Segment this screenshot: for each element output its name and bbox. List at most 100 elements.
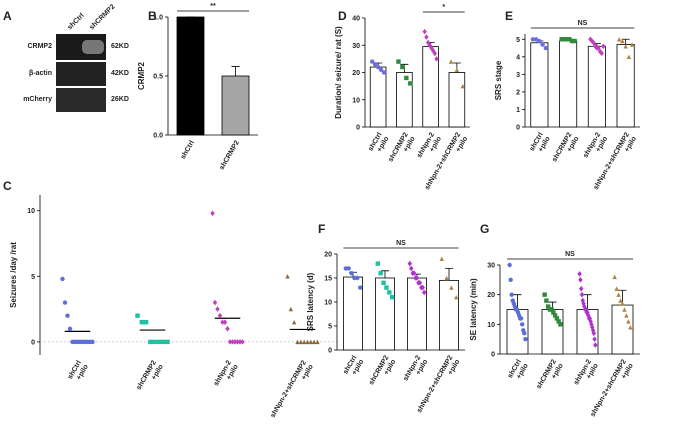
size-label: 42KD	[111, 70, 129, 77]
data-point	[375, 64, 381, 70]
row-label: CRMP2	[27, 43, 52, 50]
y-axis-label: SRS latency (d)	[306, 272, 315, 331]
data-point	[396, 59, 401, 64]
x-tick-label-group: shCRMP2+pilo	[387, 131, 416, 163]
panel-letter: D	[338, 9, 347, 23]
error-bar	[445, 268, 453, 281]
y-axis-label: SE latency (min)	[469, 278, 478, 341]
data-point	[411, 270, 417, 276]
data-point	[599, 50, 604, 57]
data-point	[90, 339, 95, 345]
data-point	[567, 37, 572, 42]
y-axis-label: Seizures /day /rat	[9, 242, 18, 308]
data-point	[407, 260, 412, 267]
data-point	[384, 285, 389, 290]
bar	[611, 304, 634, 355]
data-point	[217, 312, 223, 319]
x-tick-label-group: shCtrl	[180, 139, 196, 160]
data-point	[601, 43, 606, 50]
data-point	[543, 45, 549, 51]
data-point	[67, 326, 73, 331]
bar	[587, 45, 606, 128]
data-point	[579, 285, 584, 292]
bar	[530, 42, 549, 128]
data-point	[378, 67, 384, 72]
panel-letter: F	[318, 222, 325, 236]
data-point	[564, 37, 570, 42]
data-point	[358, 285, 363, 290]
y-tick-label: 10	[352, 97, 360, 104]
y-tick-label: 30	[487, 263, 495, 270]
y-tick-label: 2	[516, 89, 520, 96]
y-tick-label: 20	[352, 70, 360, 77]
data-point	[417, 280, 423, 286]
data-point	[569, 38, 575, 44]
chart-panel: F SRS latency (d) 0 5 10 15 20 shCtrl+pilo shCRM…	[306, 222, 465, 414]
data-point	[295, 339, 300, 345]
data-point	[537, 38, 542, 44]
data-point	[448, 59, 454, 64]
data-point	[152, 339, 157, 345]
panel-letter: G	[480, 222, 489, 236]
blot-panel: A shCtrl shCRMP2 CRMP2 β-actin mCherry 6…	[3, 3, 129, 112]
y-tick-label: 5	[31, 274, 35, 281]
panel-letter: B	[148, 9, 157, 23]
data-point	[582, 303, 587, 310]
data-point	[629, 42, 635, 47]
error-bar	[621, 38, 630, 45]
data-point	[422, 28, 427, 35]
data-point	[551, 310, 556, 315]
x-tick-label: shCRMP2	[219, 139, 241, 171]
data-point	[225, 325, 230, 332]
x-tick-label-group: shNpn-2+shCRMP2+pilo	[270, 359, 315, 419]
bar	[559, 40, 578, 128]
lane-label: shCtrl	[66, 12, 85, 31]
y-tick-label: 0	[328, 348, 332, 355]
data-point	[520, 322, 525, 327]
data-point	[620, 38, 625, 44]
data-point	[237, 339, 243, 345]
data-point	[572, 38, 577, 44]
data-point	[404, 75, 409, 81]
significance-label: *	[442, 4, 445, 11]
data-point	[559, 37, 564, 42]
data-point	[434, 56, 439, 62]
data-point	[381, 70, 387, 75]
data-point	[370, 59, 375, 64]
data-point	[616, 292, 621, 297]
x-tick-label-group: shCtrl+pilo	[507, 358, 530, 380]
size-label: 62KD	[111, 43, 129, 50]
data-point	[139, 320, 144, 325]
blot-band	[82, 40, 104, 54]
data-point	[378, 271, 383, 276]
y-tick-label: 10	[27, 208, 35, 215]
significance-label: NS	[396, 240, 406, 247]
data-point	[409, 265, 414, 272]
data-point	[60, 276, 65, 282]
y-tick-label: 15	[324, 276, 332, 283]
x-tick-label-group: shNpn-2+pilo	[582, 131, 609, 159]
data-point	[626, 319, 631, 324]
data-point	[148, 339, 153, 345]
data-point	[583, 306, 589, 313]
chart-panel: B CRMP2 0.0 0.5 1.0 shCtrl shCRMP2 **	[137, 3, 258, 171]
data-point	[616, 37, 622, 42]
data-point	[227, 339, 233, 345]
significance-label: **	[210, 3, 216, 10]
data-point	[156, 339, 162, 345]
data-point	[240, 339, 245, 345]
bar	[448, 72, 466, 128]
y-tick-label: 20	[487, 292, 495, 299]
data-point	[628, 325, 633, 330]
data-point	[349, 271, 354, 276]
y-tick-label: 20	[324, 252, 332, 259]
data-point	[508, 277, 513, 283]
bar	[616, 44, 635, 128]
y-tick-label: 40	[352, 16, 360, 23]
bar	[396, 72, 413, 128]
data-point	[375, 261, 380, 266]
data-point	[424, 34, 429, 40]
blot-band	[56, 62, 106, 86]
x-tick-label-group: shCRMP2+pilo	[368, 354, 397, 386]
